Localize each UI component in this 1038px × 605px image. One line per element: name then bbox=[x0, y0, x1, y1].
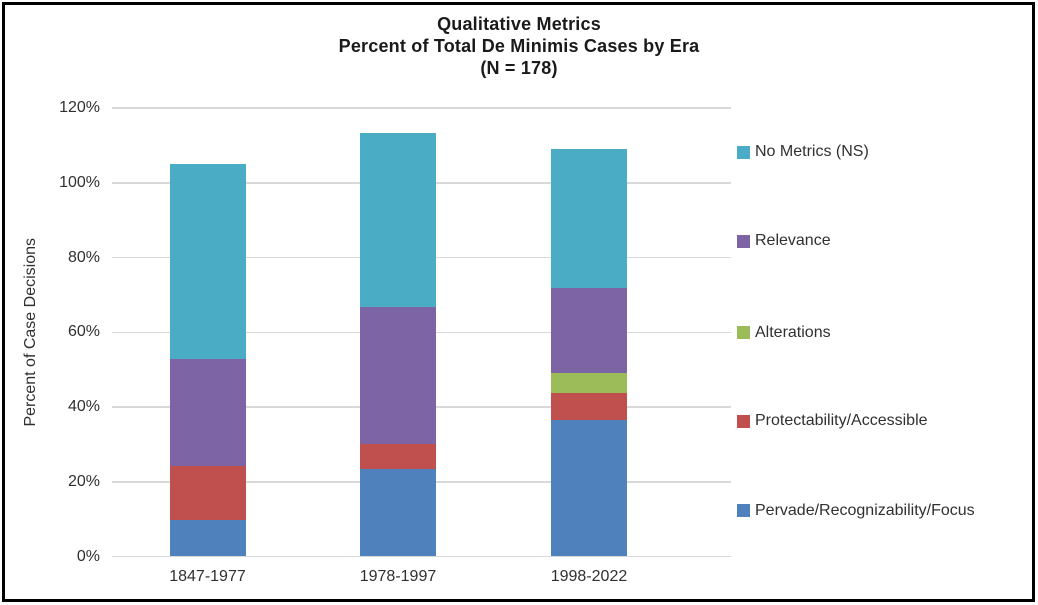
bar-segment bbox=[551, 288, 627, 373]
bar-segment bbox=[169, 359, 246, 467]
bar-segment bbox=[360, 469, 436, 557]
legend-label: Protectability/Accessible bbox=[755, 412, 928, 429]
y-tick-label: 80% bbox=[67, 248, 100, 266]
y-tick-label: 0% bbox=[76, 547, 100, 565]
x-tick-label: 1998-2022 bbox=[550, 568, 628, 585]
gridline-120% bbox=[112, 107, 731, 109]
chart-title-line-3: (N = 178) bbox=[480, 58, 558, 78]
y-tick-label: 60% bbox=[67, 323, 100, 341]
bar-segment bbox=[551, 372, 627, 393]
bar-segment bbox=[169, 466, 246, 521]
legend-label: Relevance bbox=[755, 232, 831, 249]
y-tick-label: 20% bbox=[67, 472, 100, 490]
bar-segment bbox=[169, 164, 246, 360]
legend-marker bbox=[737, 326, 750, 339]
chart-title-line-2: Percent of Total De Minimis Cases by Era bbox=[338, 36, 700, 56]
bar-segment bbox=[360, 444, 436, 470]
legend-marker bbox=[737, 234, 750, 248]
legend-label: Alterations bbox=[755, 323, 831, 341]
gridline-0% bbox=[112, 555, 731, 558]
y-tick-label: 40% bbox=[67, 398, 100, 415]
bar-segment bbox=[360, 133, 436, 308]
x-tick-label: 1847-1977 bbox=[169, 568, 246, 585]
chart-title-line-1: Qualitative Metrics bbox=[437, 14, 601, 34]
y-tick-label: 100% bbox=[59, 173, 100, 191]
bar-segment bbox=[360, 307, 436, 444]
y-tick-label: 120% bbox=[59, 99, 100, 116]
legend-label: No Metrics (NS) bbox=[755, 143, 869, 160]
legend-marker bbox=[737, 414, 750, 428]
legend-label: Pervade/Recognizability/Focus bbox=[755, 501, 975, 519]
bar-segment bbox=[551, 149, 627, 289]
legend-marker bbox=[737, 145, 750, 159]
chart-title: Qualitative Metrics Percent of Total De … bbox=[0, 13, 1038, 79]
bar-segment bbox=[169, 520, 246, 557]
legend-marker bbox=[737, 504, 750, 517]
bar-segment bbox=[551, 420, 627, 557]
x-tick-label: 1978-1997 bbox=[359, 568, 437, 585]
bar-segment bbox=[551, 392, 627, 421]
